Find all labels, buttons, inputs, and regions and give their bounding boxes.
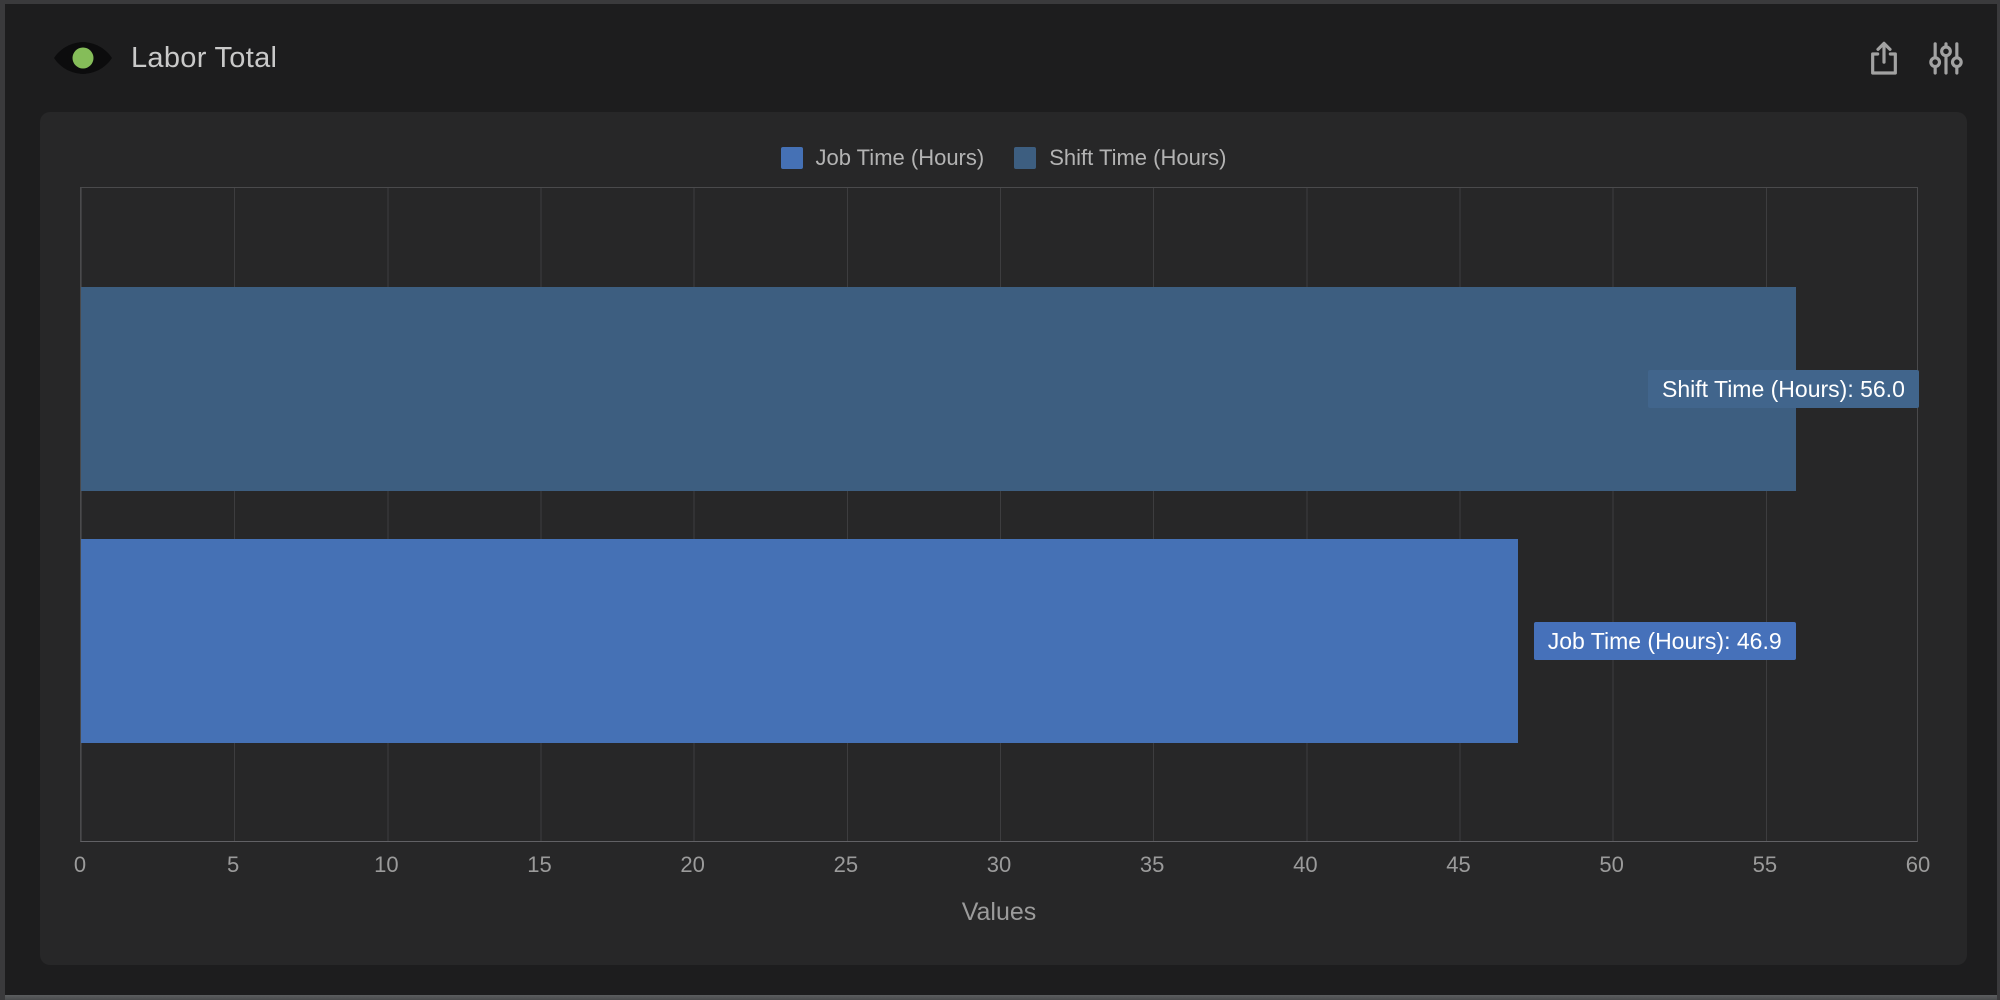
chart-card: Job Time (Hours) Shift Time (Hours) Job T… — [40, 112, 1967, 965]
share-icon[interactable] — [1861, 35, 1907, 81]
x-tick-60: 60 — [1905, 852, 1931, 877]
legend-label: Job Time (Hours) — [815, 145, 985, 170]
x-tick-45: 45 — [1446, 852, 1471, 877]
x-tick-0: 0 — [73, 852, 87, 877]
x-tick-15: 15 — [527, 852, 552, 877]
x-tick-25: 25 — [833, 852, 859, 877]
legend-swatch-icon — [1014, 147, 1037, 169]
sliders-icon[interactable] — [1923, 35, 1969, 81]
bar-value-label-shift-time-hours: Shift Time (Hours): 56.0 — [1648, 370, 1919, 408]
widget-header: Labor Total — [5, 4, 1997, 112]
legend-item-job-time-hours[interactable]: Job Time (Hours) — [780, 145, 985, 171]
x-tick-55: 55 — [1752, 852, 1778, 877]
legend-item-shift-time-hours[interactable]: Shift Time (Hours) — [1014, 145, 1226, 171]
x-tick-50: 50 — [1599, 852, 1624, 877]
chart-legend: Job Time (Hours) Shift Time (Hours) — [40, 144, 1967, 172]
x-tick-30: 30 — [986, 852, 1012, 877]
legend-label: Shift Time (Hours) — [1049, 145, 1227, 170]
x-tick-10: 10 — [374, 852, 399, 877]
x-axis-ticks: 0 5 10 15 20 25 30 35 40 45 50 55 60 — [74, 852, 1930, 882]
x-tick-5: 5 — [227, 852, 240, 877]
eye-icon — [51, 33, 115, 83]
x-tick-40: 40 — [1293, 852, 1318, 877]
legend-swatch-icon — [780, 147, 803, 169]
bar-shift-time-hours[interactable] — [81, 287, 1797, 491]
plot-area: Job Time (Hours): 46.9 Shift Time (Hours)… — [80, 187, 1919, 842]
bar-job-time-hours[interactable] — [81, 539, 1518, 743]
x-tick-20: 20 — [680, 852, 705, 877]
page-title: Labor Total — [131, 41, 278, 74]
app-window: Labor Total Job Time (Hours) Shift Time (… — [5, 4, 1997, 1000]
below-widget-edge — [5, 995, 1997, 1000]
bar-value-label-job-time-hours: Job Time (Hours): 46.9 — [1533, 622, 1796, 660]
x-axis-title: Values — [961, 898, 1037, 926]
x-tick-35: 35 — [1139, 852, 1165, 877]
